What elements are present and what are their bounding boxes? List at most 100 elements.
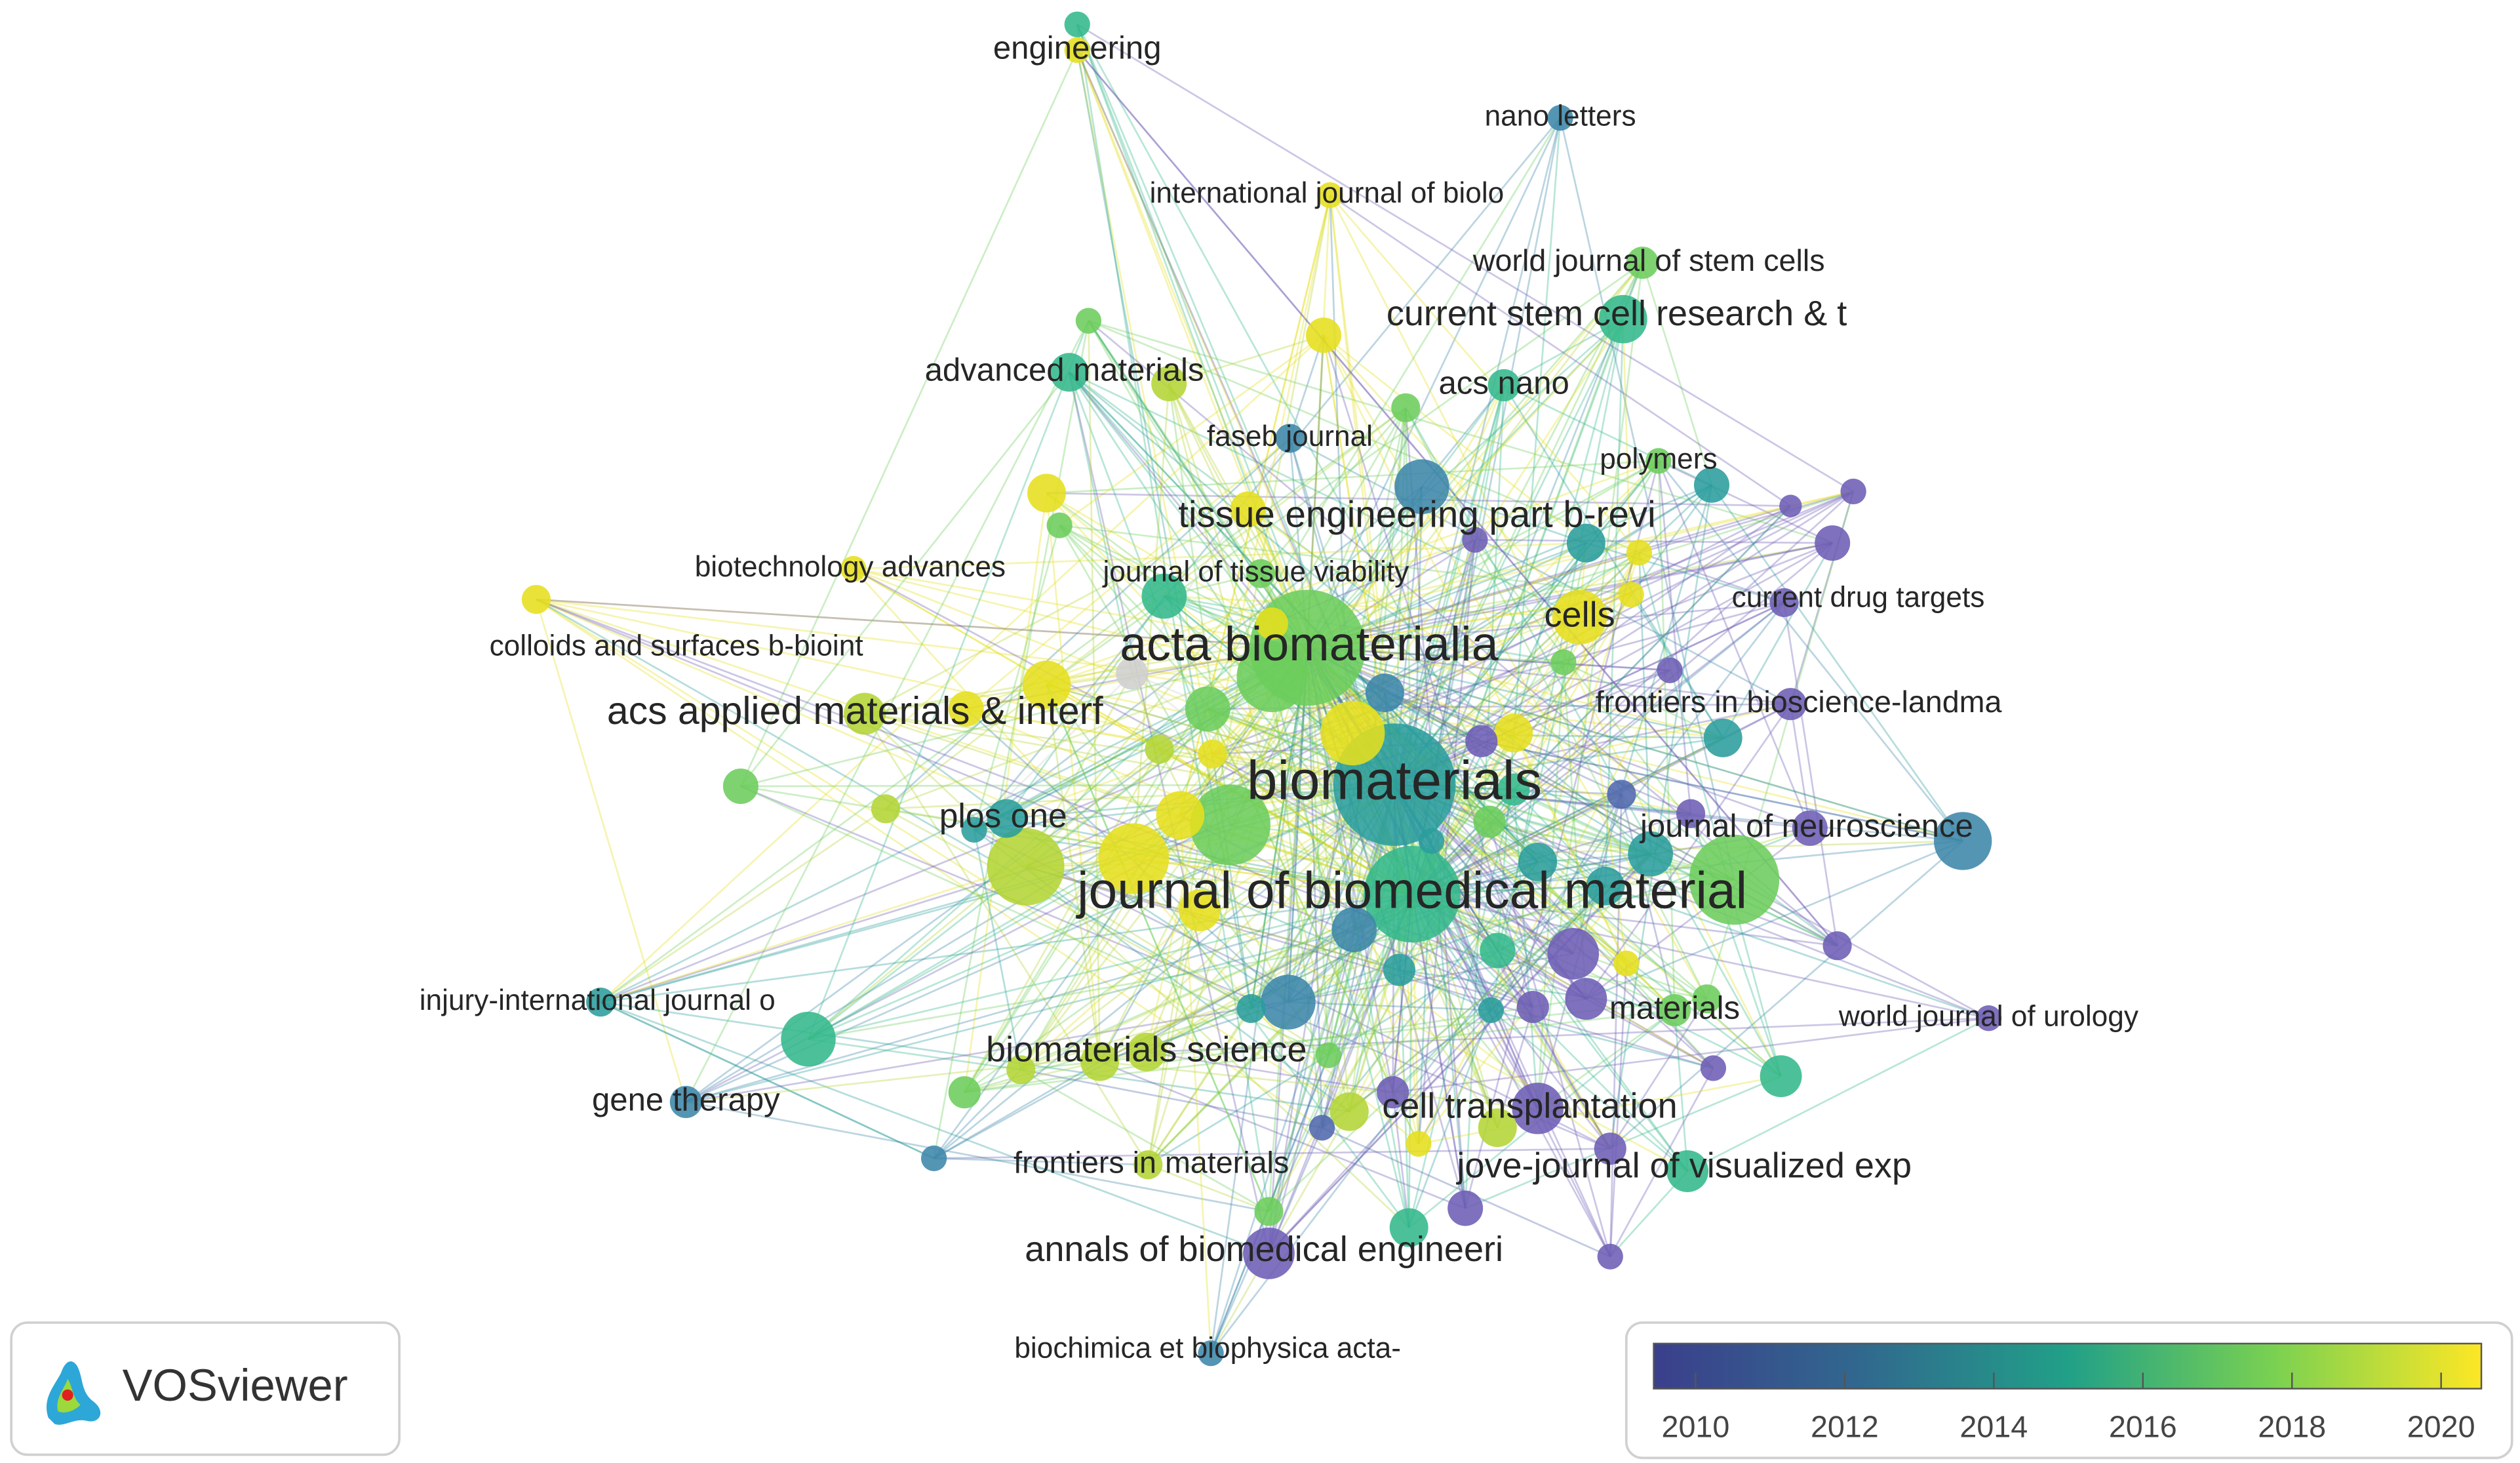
edge [1394, 460, 1659, 786]
edge [740, 784, 1395, 788]
node [1497, 773, 1530, 806]
edge [1392, 1017, 1989, 1094]
edge [1068, 372, 1213, 755]
edge [740, 647, 1308, 788]
edge [1585, 703, 1792, 1000]
edge [1099, 1060, 1466, 1209]
edge [1411, 893, 1611, 1257]
node [1478, 997, 1505, 1024]
edge [600, 1001, 1350, 1113]
edge [973, 830, 1022, 1070]
edge [1179, 262, 1644, 816]
node [1760, 1055, 1802, 1098]
edge [1147, 647, 1309, 1165]
edge [1146, 861, 1539, 1053]
edge [1497, 950, 1714, 1070]
edge [1563, 661, 1723, 739]
edge [966, 460, 1659, 710]
node-label: injury-international journal o [420, 984, 776, 1016]
node-label: frontiers in materials [1014, 1146, 1289, 1180]
node [1779, 494, 1802, 517]
edge [1163, 595, 1413, 895]
edge [1006, 595, 1165, 819]
edge [1076, 50, 1309, 649]
edge [966, 542, 1833, 710]
edge [1421, 485, 1586, 544]
edge [1088, 319, 1833, 544]
edge [1211, 195, 1331, 755]
edge [1206, 708, 1420, 1144]
node [844, 692, 886, 735]
edge [1394, 505, 1792, 786]
edge [536, 598, 1350, 1113]
edge [1046, 492, 1101, 1062]
node [1246, 559, 1276, 588]
edge [1408, 894, 1413, 1228]
node [1198, 1340, 1224, 1367]
node [1116, 657, 1149, 690]
edge [933, 647, 1309, 1159]
edge [1307, 484, 1712, 649]
edge [1250, 1007, 1419, 1145]
node [1774, 688, 1807, 721]
edge [1307, 318, 1624, 649]
edge [1307, 647, 1606, 887]
edge [1250, 647, 1309, 1009]
edge [1146, 1017, 1989, 1053]
edge [1585, 840, 1963, 1000]
edge [1789, 704, 1811, 829]
node [1586, 866, 1625, 906]
node [669, 1085, 702, 1118]
node [1692, 984, 1722, 1014]
node-label: advanced materials [925, 353, 1204, 388]
edge [1307, 647, 1329, 1056]
edge [1179, 505, 1791, 816]
edge [973, 117, 1562, 831]
node [1255, 607, 1288, 640]
node-label: world journal of stem cells [1472, 243, 1825, 277]
edge [536, 598, 1670, 671]
edge [535, 599, 687, 1102]
edge [1059, 524, 1632, 596]
edge [1046, 684, 1270, 1212]
edge [863, 713, 1149, 1165]
node [1391, 393, 1421, 422]
node [1599, 294, 1647, 344]
edge [1503, 384, 1712, 486]
node [586, 988, 616, 1017]
edge [1411, 484, 1713, 895]
node [1406, 1131, 1432, 1157]
edge [808, 893, 1413, 1040]
edge [1496, 1007, 1534, 1129]
edge [536, 598, 1308, 649]
edge [1268, 853, 1651, 1254]
edge [1411, 460, 1660, 895]
logo-icon-core [62, 1389, 73, 1401]
edge [1069, 371, 1581, 618]
edge [1405, 407, 1708, 999]
edge [1394, 784, 1782, 1077]
edge [1394, 784, 1714, 1069]
legend-tick-label: 2010 [1662, 1409, 1730, 1443]
edge [966, 708, 1395, 786]
edge [740, 785, 1611, 1150]
edge [1288, 885, 1606, 1003]
node [1597, 1243, 1623, 1270]
edge [1268, 894, 1413, 1254]
edge [1199, 909, 1688, 1172]
edge [934, 1148, 1611, 1159]
node-label: journal of biomedical material [1076, 861, 1747, 919]
edge [853, 542, 1586, 570]
node [521, 584, 551, 614]
node-label: nano letters [1485, 100, 1636, 132]
node-label: biomaterials [1247, 750, 1542, 811]
node [1075, 308, 1102, 334]
edge [1307, 601, 1784, 649]
edge [1307, 460, 1659, 649]
edge [864, 713, 1395, 786]
edge [600, 814, 1181, 1003]
node [1315, 1042, 1342, 1068]
edge [1481, 740, 1963, 842]
edge [1323, 334, 1587, 544]
